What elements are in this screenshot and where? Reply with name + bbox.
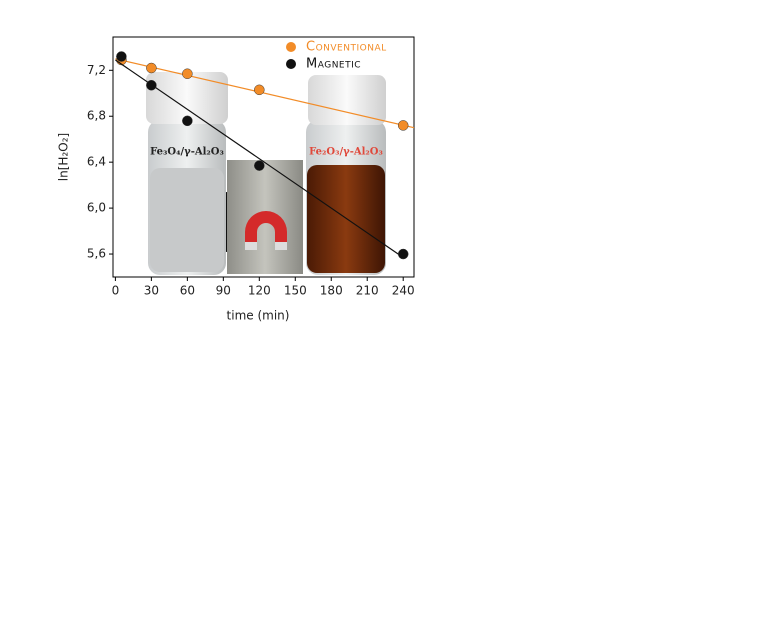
legend-label: Conventional <box>306 40 387 55</box>
x-tick-label: 90 <box>216 284 231 298</box>
point <box>254 160 265 171</box>
plot-frame <box>112 36 415 278</box>
x-tick-label: 120 <box>248 284 271 298</box>
trend-line <box>115 58 415 129</box>
y-tick-label: 6,8 <box>87 109 106 123</box>
point <box>397 248 409 260</box>
x-tick-label: 150 <box>284 284 307 298</box>
legend-marker <box>286 59 296 69</box>
x-tick-label: 0 <box>112 284 120 298</box>
point <box>146 62 157 74</box>
annotation: Fe₃O₄/γ-Al₂O₃ <box>150 147 224 158</box>
x-axis-label: time (min) <box>227 309 290 323</box>
x-tick-label: 60 <box>180 284 195 298</box>
point <box>254 84 265 96</box>
photo: Fe₃O₄/γ-Al₂O₃ Fe₂O₃/γ-Al₂O₃ <box>146 72 386 275</box>
annotation: Fe₂O₃/γ-Al₂O₃ <box>309 147 383 158</box>
trend-line <box>115 59 404 258</box>
y-tick-label: 6,4 <box>87 155 106 169</box>
point <box>182 115 193 127</box>
y-axis-label: ln[H₂O₂] <box>57 133 71 181</box>
x-tick-label: 210 <box>356 284 379 298</box>
x-tick-label: 30 <box>144 284 159 298</box>
legend-label: Magnetic <box>306 57 361 72</box>
point <box>182 68 193 79</box>
x-tick-label: 240 <box>392 284 415 298</box>
point <box>146 79 157 91</box>
y-tick-label: 6,0 <box>87 201 106 215</box>
point <box>116 51 127 62</box>
y-tick-label: 7,2 <box>87 63 106 77</box>
point <box>397 120 409 131</box>
legend-marker <box>286 42 296 52</box>
y-tick-label: 5,6 <box>87 247 106 261</box>
x-tick-label: 180 <box>320 284 343 298</box>
